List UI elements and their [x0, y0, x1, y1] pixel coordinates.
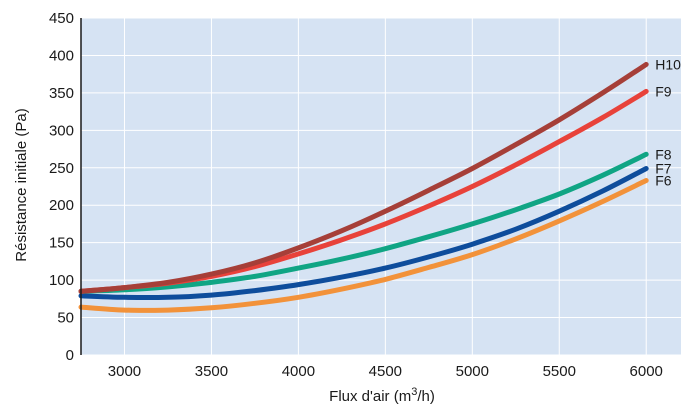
y-axis-title: Résistance initiale (Pa): [13, 108, 30, 261]
y-tick-label: 450: [49, 10, 74, 27]
x-tick-label: 4500: [369, 363, 402, 380]
x-axis-title: Flux d'air (m3/h): [329, 386, 435, 405]
x-tick-label: 3500: [195, 363, 228, 380]
x-tick-labels: 3000 3500 4000 4500 5000 5500 6000: [108, 363, 663, 380]
x-tick-label: 3000: [108, 363, 141, 380]
plot-background: [81, 18, 681, 355]
series-line-h10: [78, 61, 649, 294]
series-line-f8: [78, 151, 649, 294]
series-label-f8: F8: [655, 146, 672, 162]
x-tick-label: 4000: [282, 363, 315, 380]
y-tick-label: 350: [49, 85, 74, 102]
series-line-f7: [78, 166, 649, 301]
y-tick-label: 100: [49, 272, 74, 289]
y-tick-label: 0: [66, 347, 74, 364]
y-tick-label: 150: [49, 235, 74, 252]
y-tick-labels: 0 50 100 150 200 250 300 350 400 450: [49, 10, 74, 364]
series-label-f6: F6: [655, 173, 672, 189]
x-tick-label: 6000: [630, 363, 663, 380]
x-tick-label: 5500: [543, 363, 576, 380]
y-tick-label: 250: [49, 160, 74, 177]
series-label-h10: H10: [655, 56, 681, 72]
y-tick-label: 300: [49, 122, 74, 139]
x-tick-label: 5000: [456, 363, 489, 380]
series-lines: [78, 61, 649, 313]
y-tick-label: 400: [49, 47, 74, 64]
series-label-f7: F7: [655, 161, 672, 177]
y-tick-label: 50: [57, 310, 74, 327]
series-line-f6: [78, 178, 649, 313]
y-tick-label: 200: [49, 197, 74, 214]
series-label-f9: F9: [655, 83, 672, 99]
